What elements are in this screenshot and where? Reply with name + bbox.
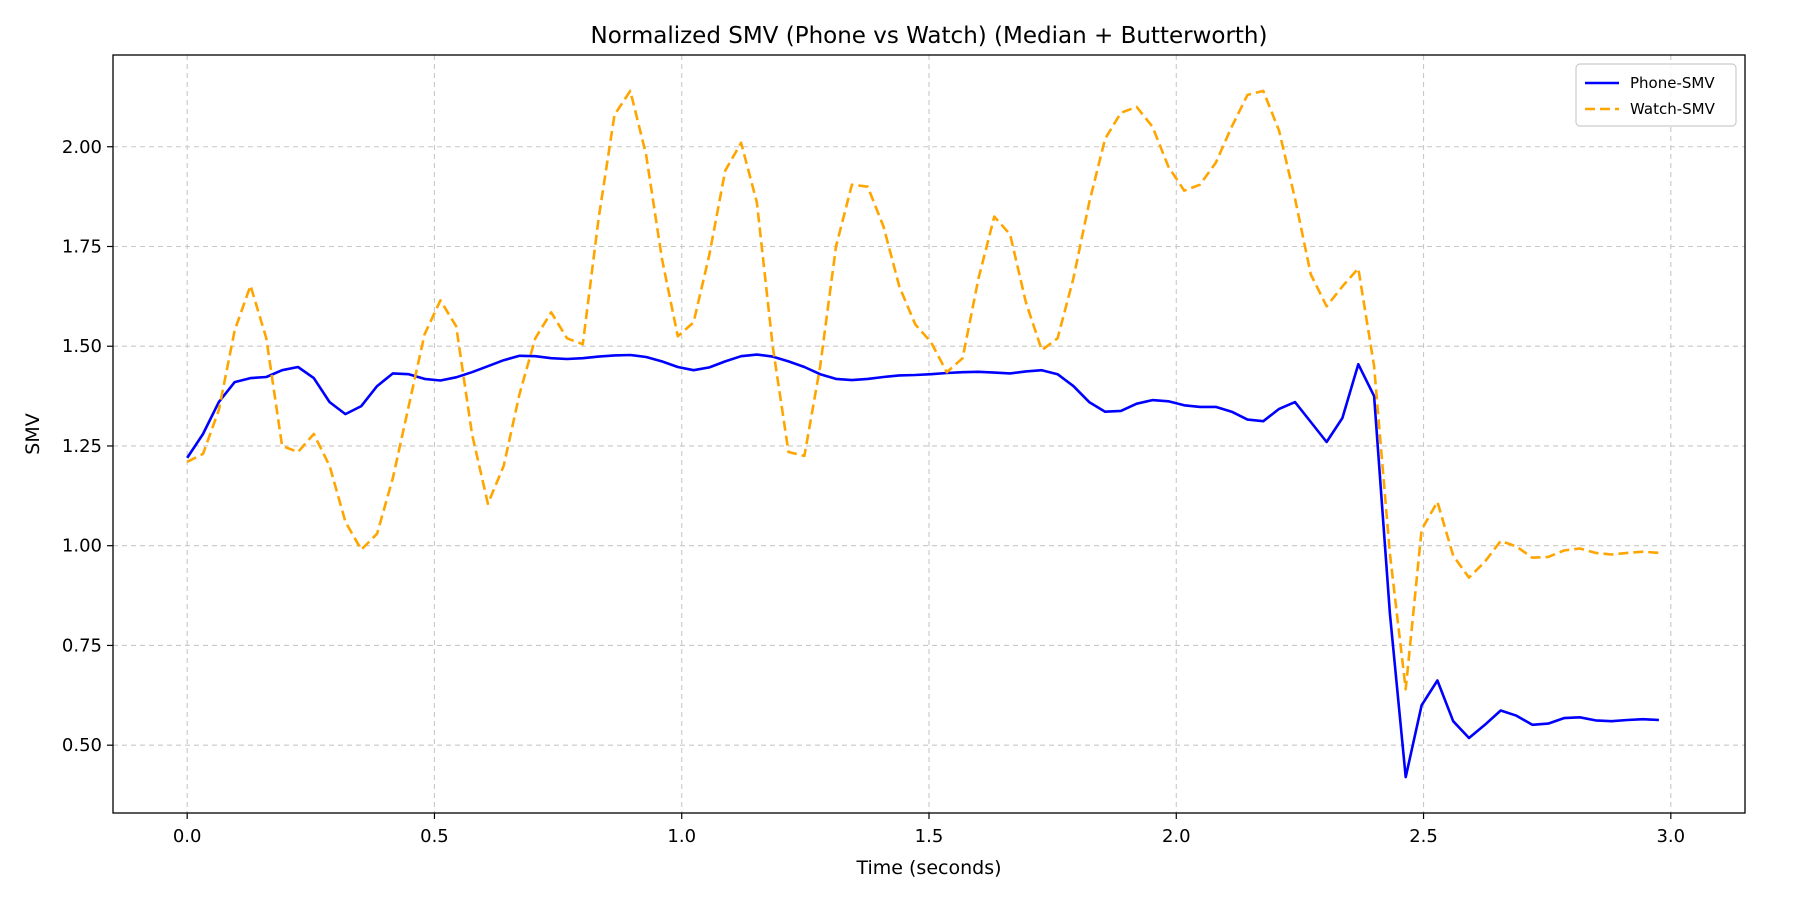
x-tick-label: 1.0 — [667, 826, 696, 847]
y-tick-label: 0.50 — [62, 735, 102, 756]
grid — [113, 55, 1745, 813]
y-axis-label: SMV — [22, 413, 44, 454]
y-tick-label: 1.75 — [62, 236, 102, 257]
series-line-phone-smv — [186, 353, 1659, 779]
y-tick-label: 2.00 — [62, 137, 102, 158]
x-tick-label: 0.0 — [173, 826, 202, 847]
x-tick-label: 0.5 — [420, 826, 449, 847]
axis-ticks: 0.0 0.5 1.0 1.5 2.0 2.5 3.0 0.50 0.75 1.00 1.25 1.5… — [62, 137, 1685, 847]
y-tick-label: 1.00 — [62, 536, 102, 557]
series-group — [186, 89, 1659, 779]
legend-label: Watch-SMV — [1630, 100, 1716, 118]
x-tick-label: 2.0 — [1162, 826, 1191, 847]
x-tick-label: 1.5 — [915, 826, 944, 847]
y-tick-label: 1.50 — [62, 336, 102, 357]
y-tick-label: 0.75 — [62, 635, 102, 656]
legend: Phone-SMV Watch-SMV — [1575, 63, 1737, 127]
y-tick-label: 1.25 — [62, 436, 102, 457]
legend-box — [1575, 63, 1737, 127]
x-tick-label: 3.0 — [1656, 826, 1685, 847]
x-axis-label: Time (seconds) — [855, 857, 1001, 879]
x-tick-label: 2.5 — [1409, 826, 1438, 847]
chart-title: Normalized SMV (Phone vs Watch) (Median … — [591, 23, 1268, 49]
series-line-watch-smv — [186, 89, 1659, 691]
legend-label: Phone-SMV — [1630, 74, 1715, 92]
